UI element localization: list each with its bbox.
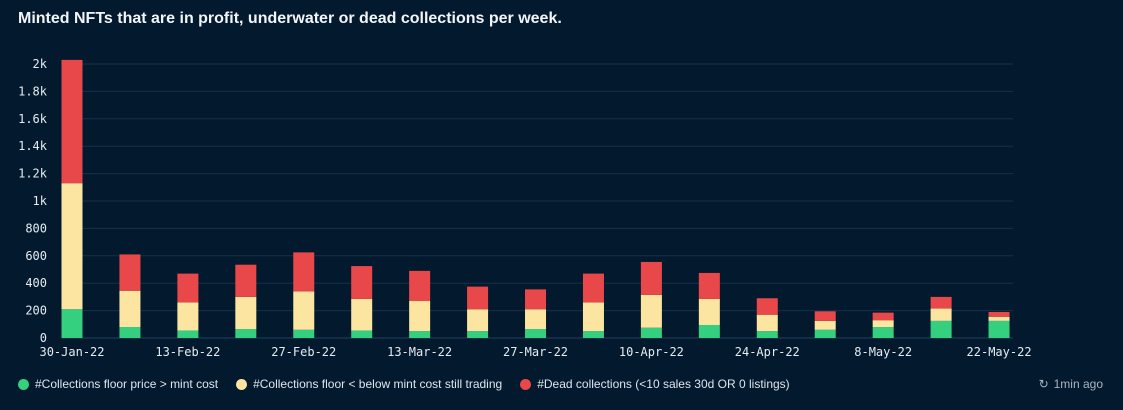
bar-segment-profit — [872, 327, 894, 338]
bar-segment-profit — [756, 331, 778, 338]
y-tick-label: 1.8k — [18, 84, 48, 98]
bar-segment-profit — [467, 331, 489, 338]
bar-segment-dead — [988, 311, 1010, 317]
x-tick-label: 13-Feb-22 — [155, 345, 220, 359]
bar-segment-underwater — [640, 294, 662, 328]
bar-segment-underwater — [698, 298, 720, 325]
bar-segment-underwater — [582, 302, 604, 332]
legend-item-dead[interactable]: #Dead collections (<10 sales 30d OR 0 li… — [520, 377, 790, 391]
bar-segment-dead — [525, 289, 547, 310]
bar-segment-profit — [409, 331, 431, 338]
x-tick-label: 27-Mar-22 — [503, 345, 568, 359]
bar-segment-profit — [930, 320, 952, 338]
y-tick-label: 400 — [25, 276, 47, 290]
bar-segment-underwater — [814, 320, 836, 330]
bar-segment-underwater — [525, 309, 547, 330]
x-tick-label: 8-May-22 — [854, 345, 912, 359]
bar-segment-underwater — [119, 290, 141, 328]
chart-title: Minted NFTs that are in profit, underwat… — [18, 10, 562, 27]
legend-dot-icon — [520, 378, 532, 390]
y-tick-label: 1k — [33, 194, 48, 208]
bar-segment-underwater — [293, 291, 315, 330]
bar-segment-dead — [872, 312, 894, 321]
x-tick-label: 13-Mar-22 — [387, 345, 452, 359]
bar-segment-dead — [235, 264, 257, 297]
bar-segment-underwater — [756, 314, 778, 332]
bar-segment-dead — [698, 272, 720, 299]
legend-item-profit[interactable]: #Collections floor price > mint cost — [18, 377, 218, 391]
bar-segment-underwater — [351, 298, 373, 331]
bar-segment-dead — [640, 261, 662, 295]
bar-segment-profit — [119, 327, 141, 338]
x-tick-label: 27-Feb-22 — [271, 345, 336, 359]
bar-segment-dead — [351, 266, 373, 299]
last-updated-text: 1min ago — [1053, 377, 1103, 391]
y-tick-label: 0 — [40, 331, 47, 345]
legend-dot-icon — [18, 378, 29, 390]
y-tick-label: 1.4k — [18, 139, 48, 153]
bar-segment-underwater — [930, 308, 952, 321]
bar-segment-dead — [61, 59, 83, 184]
bar-segment-profit — [177, 330, 199, 338]
bar-segment-underwater — [409, 301, 431, 332]
bar-segment-underwater — [235, 296, 257, 330]
bar-segment-underwater — [61, 183, 83, 310]
bar-segment-profit — [988, 320, 1010, 338]
x-tick-label: 10-Apr-22 — [619, 345, 684, 359]
bar-segment-profit — [235, 329, 257, 338]
bar-segment-profit — [351, 330, 373, 338]
bar-segment-dead — [582, 273, 604, 303]
bar-segment-dead — [177, 273, 199, 303]
bar-segment-profit — [525, 329, 547, 338]
bar-segment-profit — [582, 331, 604, 338]
bar-segment-underwater — [177, 302, 199, 331]
x-tick-label: 22-May-22 — [967, 345, 1032, 359]
bar-segment-dead — [409, 270, 431, 302]
bar-segment-profit — [61, 309, 83, 338]
y-tick-label: 2k — [33, 57, 48, 71]
legend-dot-icon — [236, 378, 248, 390]
bar-segment-dead — [119, 254, 141, 291]
bar-segment-profit — [293, 329, 315, 338]
refresh-clock-icon: ↻ — [1038, 377, 1049, 391]
legend-label: #Collections floor < below mint cost sti… — [253, 377, 503, 391]
legend-item-underwater[interactable]: #Collections floor < below mint cost sti… — [236, 377, 502, 391]
bar-segment-dead — [467, 286, 489, 310]
x-tick-label: 24-Apr-22 — [735, 345, 800, 359]
x-tick-label: 30-Jan-22 — [39, 345, 104, 359]
bar-segment-underwater — [988, 316, 1010, 321]
bar-segment-dead — [930, 296, 952, 309]
y-tick-label: 800 — [25, 221, 47, 235]
y-tick-label: 1.6k — [18, 112, 48, 126]
bar-segment-dead — [756, 298, 778, 315]
bar-segment-dead — [293, 252, 315, 292]
legend-label: #Dead collections (<10 sales 30d OR 0 li… — [537, 377, 790, 391]
last-updated: ↻ 1min ago — [1039, 377, 1103, 391]
legend-label: #Collections floor price > mint cost — [35, 377, 219, 391]
bar-segment-profit — [814, 329, 836, 338]
bar-segment-profit — [640, 327, 662, 338]
legend: #Collections floor price > mint cost #Co… — [18, 377, 790, 391]
bar-segment-profit — [698, 324, 720, 338]
bar-segment-dead — [814, 311, 836, 321]
bar-segment-underwater — [467, 309, 489, 332]
y-tick-label: 600 — [25, 249, 47, 263]
y-tick-label: 200 — [25, 304, 47, 318]
stacked-bar-chart: 0 200 400 600 800 1k 1.2k 1.4k 1.6k 1.8k 2k 30-Jan-… — [18, 57, 1032, 359]
bar-segment-underwater — [872, 320, 894, 328]
y-tick-label: 1.2k — [18, 167, 48, 181]
